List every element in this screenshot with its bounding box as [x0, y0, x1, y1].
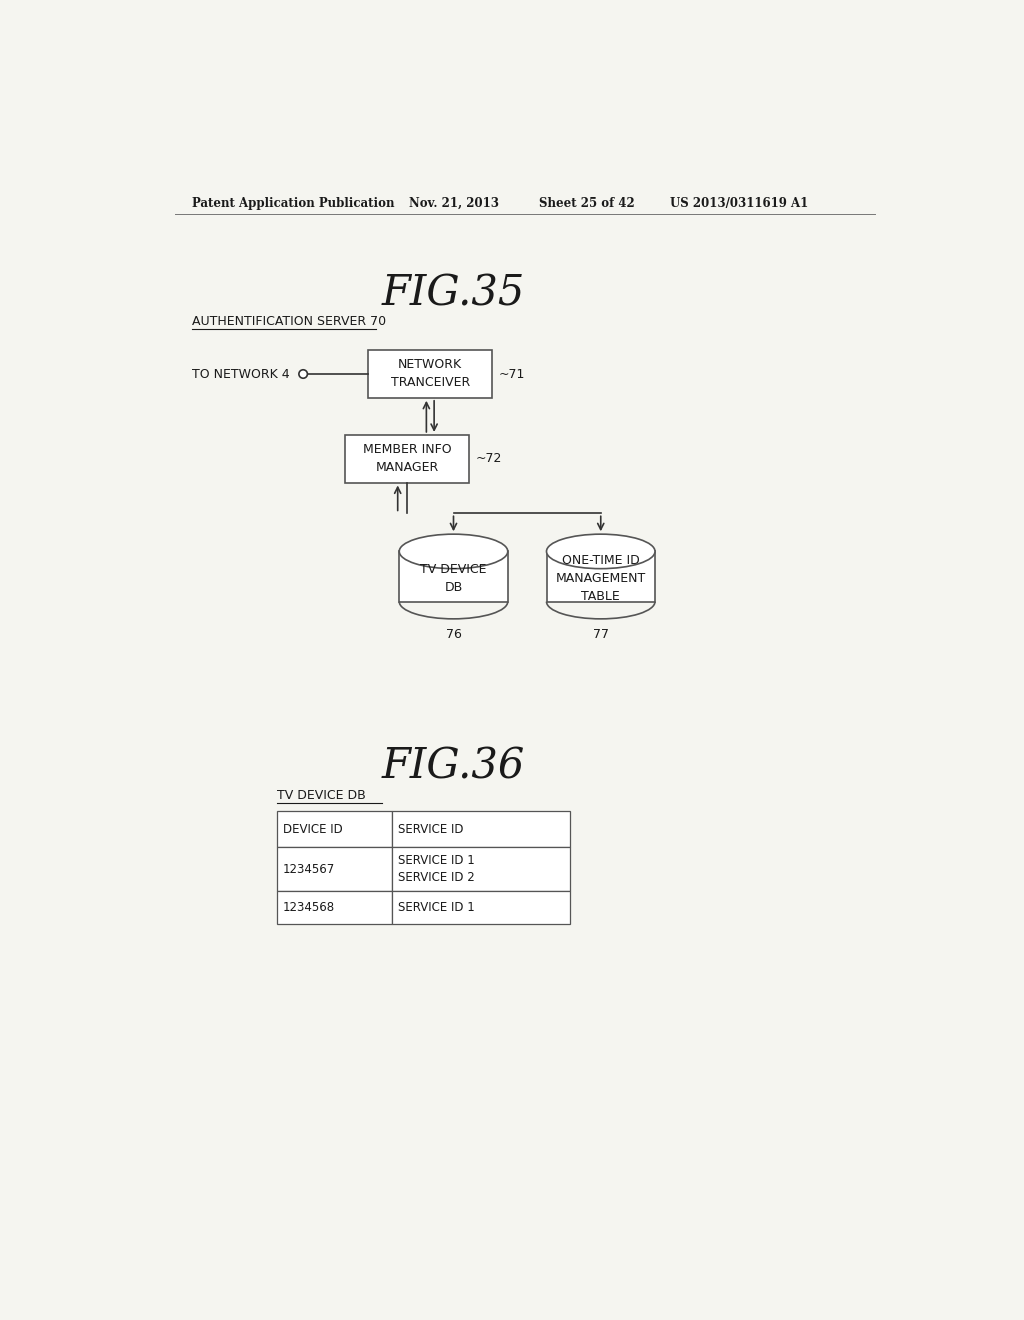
Bar: [391, 812, 569, 847]
Text: SERVICE ID 1
SERVICE ID 2: SERVICE ID 1 SERVICE ID 2: [397, 854, 474, 884]
Bar: [345, 434, 469, 483]
Text: Patent Application Publication: Patent Application Publication: [191, 197, 394, 210]
Bar: [399, 552, 508, 602]
Text: 77: 77: [593, 628, 608, 640]
Ellipse shape: [547, 535, 655, 569]
Text: Nov. 21, 2013: Nov. 21, 2013: [409, 197, 499, 210]
Text: ONE-TIME ID
MANAGEMENT
TABLE: ONE-TIME ID MANAGEMENT TABLE: [556, 553, 646, 603]
Text: MEMBER INFO
MANAGER: MEMBER INFO MANAGER: [362, 444, 452, 474]
Text: 76: 76: [445, 628, 462, 640]
Text: ~71: ~71: [499, 367, 525, 380]
Bar: [391, 847, 569, 891]
Bar: [276, 812, 391, 847]
Bar: [547, 552, 655, 602]
Text: SERVICE ID 1: SERVICE ID 1: [397, 902, 474, 915]
Text: TO NETWORK 4: TO NETWORK 4: [191, 367, 289, 380]
Bar: [391, 891, 569, 924]
Text: US 2013/0311619 A1: US 2013/0311619 A1: [671, 197, 809, 210]
Text: 1234567: 1234567: [283, 862, 335, 875]
Text: TV DEVICE DB: TV DEVICE DB: [276, 789, 366, 803]
Bar: [369, 350, 493, 397]
Text: SERVICE ID: SERVICE ID: [397, 822, 463, 836]
Text: ~72: ~72: [475, 453, 502, 465]
Text: Sheet 25 of 42: Sheet 25 of 42: [539, 197, 635, 210]
Text: FIG.35: FIG.35: [382, 272, 525, 314]
Text: TV DEVICE
DB: TV DEVICE DB: [420, 562, 486, 594]
Text: 1234568: 1234568: [283, 902, 335, 915]
Ellipse shape: [399, 535, 508, 569]
Text: FIG.36: FIG.36: [382, 746, 525, 788]
Circle shape: [299, 370, 307, 379]
Text: NETWORK
TRANCEIVER: NETWORK TRANCEIVER: [390, 359, 470, 389]
Bar: [276, 891, 391, 924]
Bar: [276, 847, 391, 891]
Text: DEVICE ID: DEVICE ID: [283, 822, 343, 836]
Text: AUTHENTIFICATION SERVER 70: AUTHENTIFICATION SERVER 70: [191, 315, 386, 329]
